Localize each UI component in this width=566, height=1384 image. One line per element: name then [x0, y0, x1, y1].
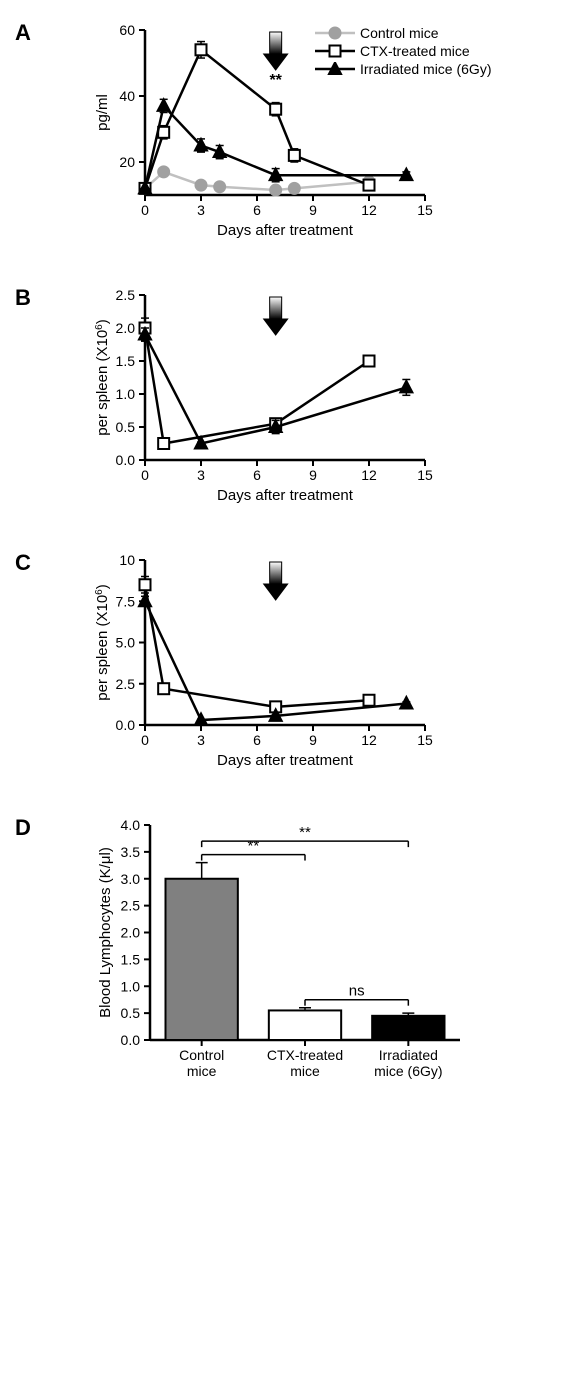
svg-text:40: 40: [119, 88, 135, 104]
svg-text:mice: mice: [187, 1063, 217, 1079]
svg-text:Days after treatment: Days after treatment: [217, 752, 354, 769]
svg-text:9: 9: [309, 732, 317, 748]
svg-text:per spleen (X106): per spleen (X106): [95, 319, 111, 435]
svg-text:6: 6: [253, 202, 261, 218]
svg-text:2.0: 2.0: [121, 925, 141, 941]
svg-text:2.5: 2.5: [116, 287, 136, 303]
svg-text:12: 12: [361, 467, 377, 483]
svg-text:0: 0: [141, 202, 149, 218]
panel-label-d: D: [15, 815, 31, 841]
svg-text:1.5: 1.5: [116, 353, 136, 369]
svg-text:0: 0: [141, 467, 149, 483]
svg-text:0.5: 0.5: [116, 419, 136, 435]
svg-text:mice (6Gy): mice (6Gy): [374, 1063, 442, 1079]
svg-text:2.5: 2.5: [121, 898, 141, 914]
chart-c: 0.02.55.07.51003691215Total number of CD…: [95, 550, 556, 800]
svg-text:9: 9: [309, 202, 317, 218]
svg-text:0.5: 0.5: [121, 1005, 141, 1021]
legend-item: Control mice: [315, 25, 491, 41]
panel-label-a: A: [15, 20, 31, 46]
svg-text:5.0: 5.0: [116, 635, 136, 651]
panel-label-c: C: [15, 550, 31, 576]
svg-text:Days after treatment: Days after treatment: [217, 222, 354, 239]
panel-c: C 0.02.55.07.51003691215Total number of …: [10, 550, 556, 800]
svg-text:Blood Lymphocytes (K/μl): Blood Lymphocytes (K/μl): [97, 847, 114, 1018]
svg-text:12: 12: [361, 732, 377, 748]
panel-a: A 20406003691215Serum IL-15/sIL-15Rα,pg/…: [10, 20, 556, 270]
svg-text:0.0: 0.0: [121, 1032, 141, 1048]
svg-text:15: 15: [417, 732, 433, 748]
legend-label: CTX-treated mice: [360, 43, 470, 59]
svg-text:2.0: 2.0: [116, 320, 136, 336]
svg-text:pg/ml: pg/ml: [95, 94, 111, 131]
svg-text:per spleen (X106): per spleen (X106): [95, 584, 111, 700]
svg-text:15: 15: [417, 467, 433, 483]
svg-text:0.0: 0.0: [116, 717, 136, 733]
svg-text:3.0: 3.0: [121, 871, 141, 887]
legend-label: Control mice: [360, 25, 439, 41]
svg-text:Irradiated: Irradiated: [379, 1047, 438, 1063]
line-chart-c: 0.02.55.07.51003691215Total number of CD…: [95, 550, 475, 800]
svg-text:12: 12: [361, 202, 377, 218]
svg-text:3: 3: [197, 202, 205, 218]
svg-text:0: 0: [141, 732, 149, 748]
svg-text:1.0: 1.0: [121, 978, 141, 994]
legend-item: Irradiated mice (6Gy): [315, 61, 491, 77]
svg-text:**: **: [247, 838, 259, 855]
svg-text:2.5: 2.5: [116, 676, 136, 692]
svg-text:CTX-treated: CTX-treated: [267, 1047, 343, 1063]
legend-a: Control mice CTX-treated mice Irradiated m…: [315, 25, 491, 79]
svg-text:60: 60: [119, 22, 135, 38]
bar-chart-d: 0.0 0.5 1.0 1.5 2.0 2.5 3.0 3.5 4.0 Blood Lymphoc…: [95, 815, 495, 1145]
svg-text:Control: Control: [179, 1047, 224, 1063]
svg-text:9: 9: [309, 467, 317, 483]
panel-d: D 0.0 0.5 1.0 1.5 2.0 2.5 3.0 3.5 4.0 Blood Lymph…: [10, 815, 556, 1145]
legend-label: Irradiated mice (6Gy): [360, 61, 491, 77]
svg-text:1.0: 1.0: [116, 386, 136, 402]
svg-text:**: **: [299, 824, 311, 841]
svg-text:0.0: 0.0: [116, 452, 136, 468]
svg-text:mice: mice: [290, 1063, 320, 1079]
svg-text:ns: ns: [349, 983, 365, 1000]
line-chart-b: 0.00.51.01.52.02.503691215Total number o…: [95, 285, 475, 535]
svg-text:15: 15: [417, 202, 433, 218]
svg-text:1.5: 1.5: [121, 951, 141, 967]
svg-text:3: 3: [197, 732, 205, 748]
svg-text:6: 6: [253, 732, 261, 748]
svg-text:20: 20: [119, 154, 135, 170]
svg-text:10: 10: [119, 552, 135, 568]
svg-text:**: **: [269, 72, 282, 89]
chart-b: 0.00.51.01.52.02.503691215Total number o…: [95, 285, 556, 535]
chart-a: 20406003691215Serum IL-15/sIL-15Rα,pg/ml…: [95, 20, 556, 270]
chart-d: 0.0 0.5 1.0 1.5 2.0 2.5 3.0 3.5 4.0 Blood Lymphoc…: [95, 815, 556, 1145]
panel-b: B 0.00.51.01.52.02.503691215Total number…: [10, 285, 556, 535]
svg-text:4.0: 4.0: [121, 817, 141, 833]
svg-text:3.5: 3.5: [121, 844, 141, 860]
svg-text:Days after treatment: Days after treatment: [217, 487, 354, 504]
svg-text:7.5: 7.5: [116, 593, 136, 609]
svg-text:6: 6: [253, 467, 261, 483]
legend-item: CTX-treated mice: [315, 43, 491, 59]
panel-label-b: B: [15, 285, 31, 311]
svg-text:3: 3: [197, 467, 205, 483]
